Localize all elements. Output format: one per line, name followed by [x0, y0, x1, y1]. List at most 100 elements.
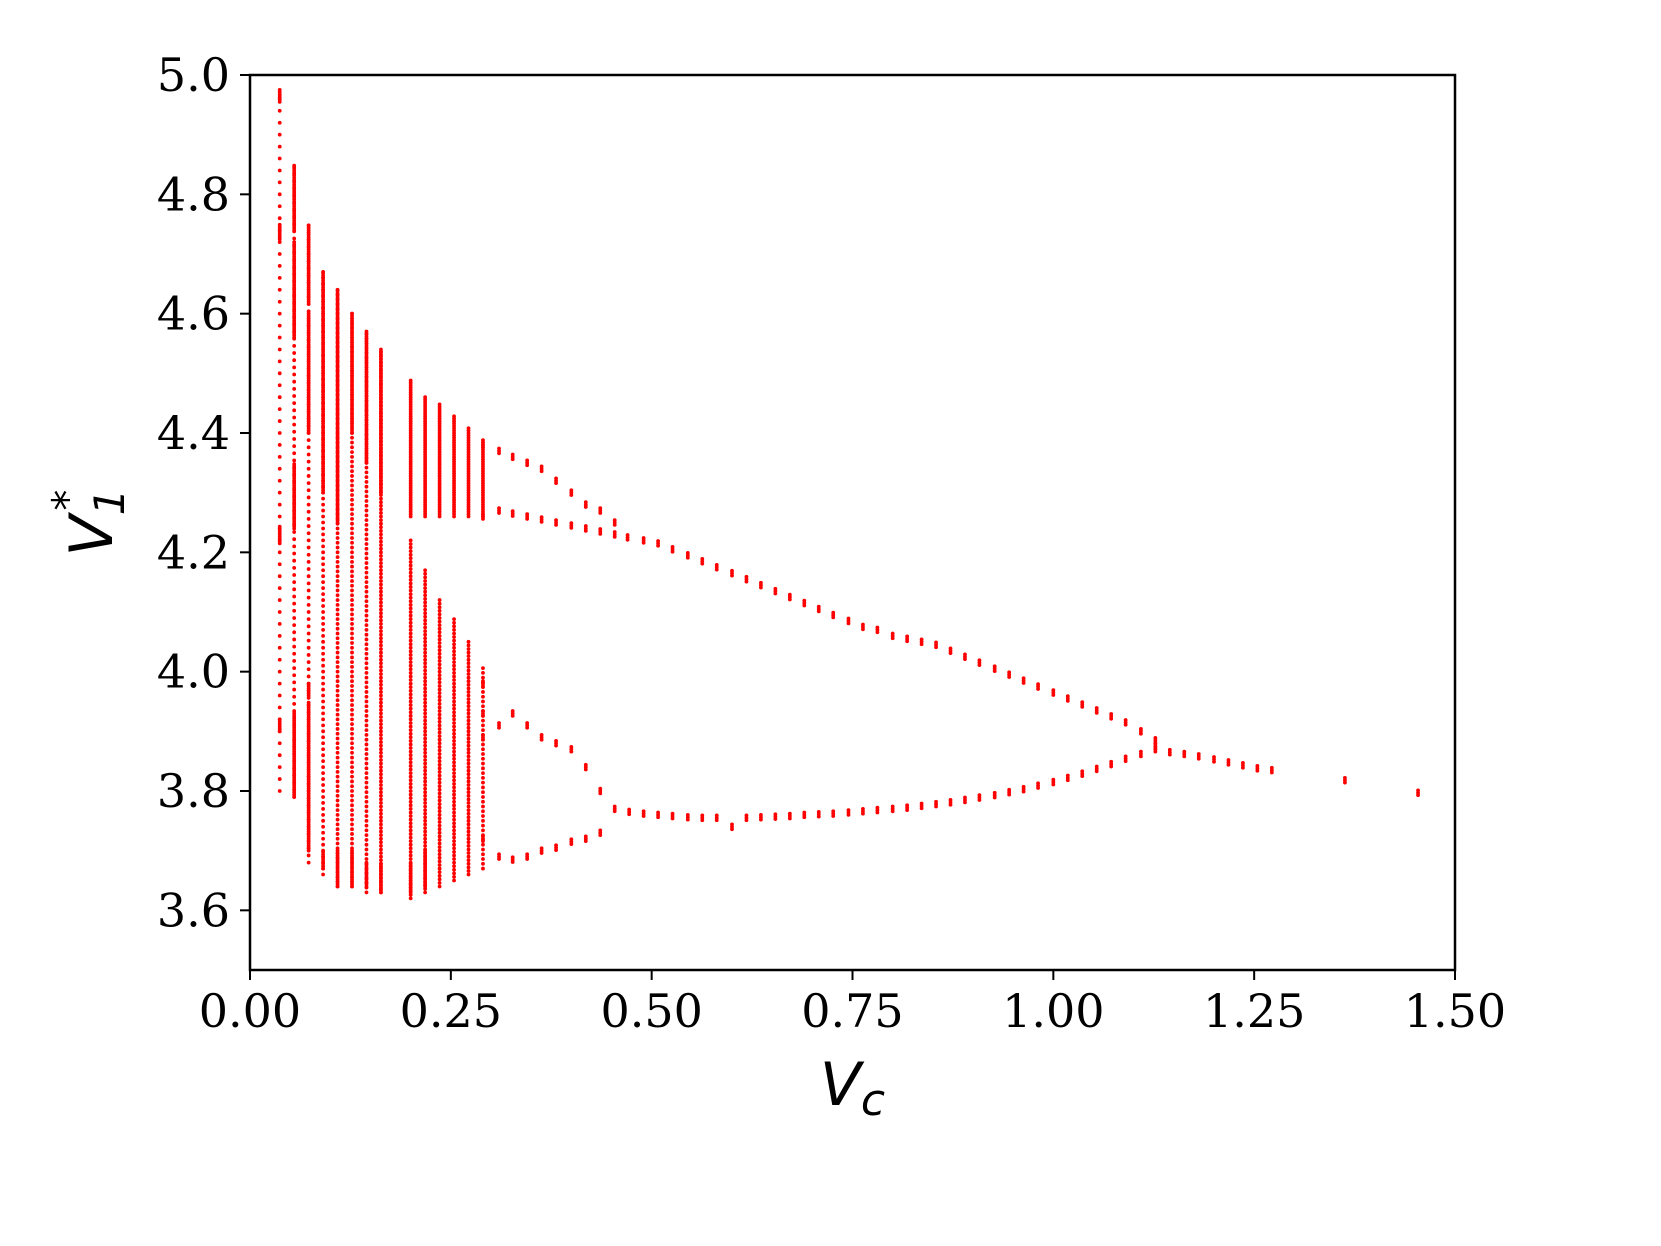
- data-point: [437, 727, 442, 731]
- data-point: [335, 688, 340, 693]
- data-point: [437, 805, 442, 810]
- data-point: [408, 871, 413, 876]
- data-point: [364, 503, 369, 508]
- data-point: [423, 858, 428, 863]
- data-point: [321, 484, 325, 489]
- data-point: [466, 797, 471, 802]
- data-point: [437, 676, 442, 681]
- data-point: [466, 639, 471, 644]
- data-point: [277, 204, 282, 209]
- data-point: [1123, 722, 1128, 727]
- data-point: [350, 569, 354, 574]
- data-point: [292, 386, 297, 391]
- data-point: [408, 835, 413, 840]
- data-point: [787, 592, 792, 597]
- data-point: [292, 630, 297, 635]
- data-point: [321, 610, 325, 614]
- data-point: [321, 616, 325, 620]
- data-point: [466, 654, 471, 659]
- data-point: [408, 696, 413, 700]
- data-point: [1080, 704, 1085, 709]
- data-point: [321, 729, 325, 734]
- data-point: [481, 834, 485, 839]
- data-point: [408, 771, 413, 775]
- data-point: [379, 886, 383, 891]
- data-point: [379, 750, 383, 755]
- data-point: [423, 879, 428, 884]
- data-point: [408, 685, 413, 690]
- data-point: [364, 666, 369, 670]
- data-point: [306, 409, 311, 414]
- data-point: [481, 809, 485, 814]
- data-point: [861, 811, 865, 816]
- data-point: [1065, 773, 1070, 778]
- data-point: [350, 774, 354, 779]
- data-point: [379, 804, 383, 809]
- data-point: [744, 813, 749, 818]
- data-point: [423, 843, 428, 848]
- data-point: [861, 807, 865, 811]
- data-point: [364, 780, 369, 785]
- data-point: [379, 639, 383, 644]
- data-point: [350, 321, 354, 326]
- data-point: [670, 545, 675, 549]
- data-point: [364, 537, 369, 542]
- data-point: [408, 563, 413, 568]
- data-point: [379, 672, 383, 676]
- data-point: [292, 787, 297, 792]
- data-point: [335, 311, 340, 316]
- data-point: [466, 858, 471, 863]
- data-point: [306, 789, 311, 793]
- data-point: [934, 799, 938, 804]
- data-point: [292, 215, 297, 219]
- data-point: [1109, 716, 1114, 721]
- data-point: [335, 287, 340, 292]
- data-point: [306, 559, 311, 564]
- data-point: [1094, 710, 1099, 715]
- data-point: [321, 657, 325, 662]
- data-point: [948, 651, 953, 656]
- data-point: [306, 760, 311, 765]
- data-point: [306, 617, 311, 622]
- data-point: [423, 575, 428, 580]
- data-point: [306, 273, 311, 278]
- data-point: [379, 475, 383, 480]
- data-point: [335, 373, 340, 378]
- data-point: [364, 651, 369, 656]
- data-point: [321, 419, 325, 423]
- data-point: [408, 778, 413, 783]
- data-point: [364, 561, 369, 565]
- data-point: [408, 724, 413, 729]
- data-point: [364, 632, 369, 637]
- data-point: [350, 378, 354, 383]
- data-point: [437, 784, 442, 789]
- data-point: [934, 804, 938, 809]
- data-point: [277, 156, 282, 161]
- data-point: [452, 746, 456, 750]
- data-point: [306, 774, 311, 779]
- data-point: [408, 599, 413, 604]
- data-point: [350, 674, 354, 679]
- data-point: [452, 853, 456, 858]
- data-point: [481, 761, 485, 766]
- data-point: [408, 678, 413, 682]
- data-point: [306, 567, 311, 571]
- data-point: [292, 343, 297, 348]
- data-point: [919, 806, 924, 811]
- data-point: [423, 790, 428, 795]
- data-point: [554, 522, 558, 527]
- data-point: [423, 801, 428, 805]
- data-point: [437, 873, 442, 878]
- data-point: [379, 729, 383, 734]
- data-point: [321, 604, 325, 608]
- data-point: [437, 863, 442, 867]
- data-point: [277, 538, 282, 543]
- data-point: [759, 580, 763, 585]
- data-point: [437, 787, 442, 792]
- data-point: [641, 536, 646, 540]
- data-point: [321, 580, 325, 585]
- data-point: [497, 446, 501, 451]
- data-point: [350, 736, 354, 741]
- data-point: [1255, 768, 1260, 773]
